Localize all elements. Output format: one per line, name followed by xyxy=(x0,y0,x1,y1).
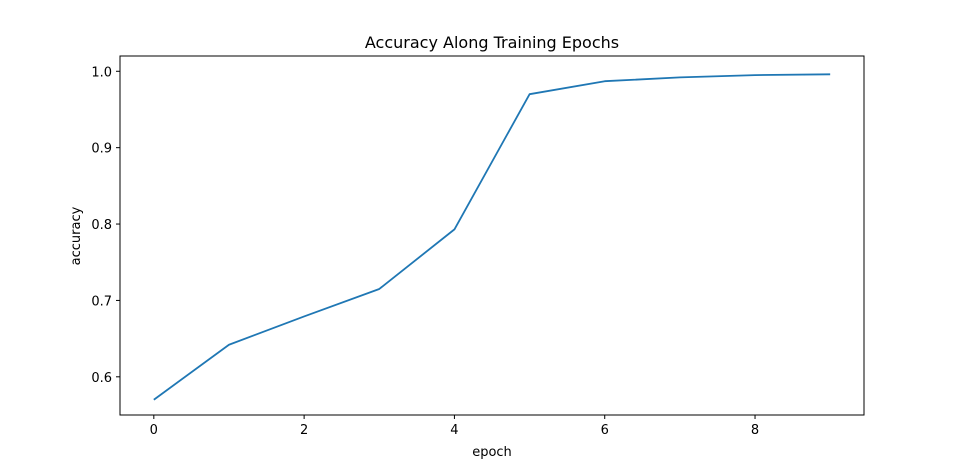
axes-frame xyxy=(119,55,865,416)
x-axis-label: epoch xyxy=(472,445,512,460)
y-tick-label: 0.7 xyxy=(91,294,112,309)
x-axis-ticks: 0 2 4 6 8 xyxy=(150,415,759,438)
x-tick-label: 4 xyxy=(450,423,458,438)
y-tick-label: 0.6 xyxy=(91,371,112,386)
x-tick-label: 2 xyxy=(300,423,308,438)
series-line xyxy=(153,73,831,401)
y-axis-ticks: 0.6 0.7 0.8 0.9 1.0 xyxy=(91,65,120,386)
y-tick-label: 0.9 xyxy=(91,142,112,157)
x-tick-label: 0 xyxy=(150,423,158,438)
chart-title: Accuracy Along Training Epochs xyxy=(365,33,619,52)
plot-area xyxy=(153,73,831,401)
x-tick-label: 8 xyxy=(751,423,759,438)
y-tick-label: 1.0 xyxy=(91,65,112,80)
y-axis-label: accuracy xyxy=(69,206,84,265)
y-tick-label: 0.8 xyxy=(91,218,112,233)
x-tick-label: 6 xyxy=(601,423,609,438)
